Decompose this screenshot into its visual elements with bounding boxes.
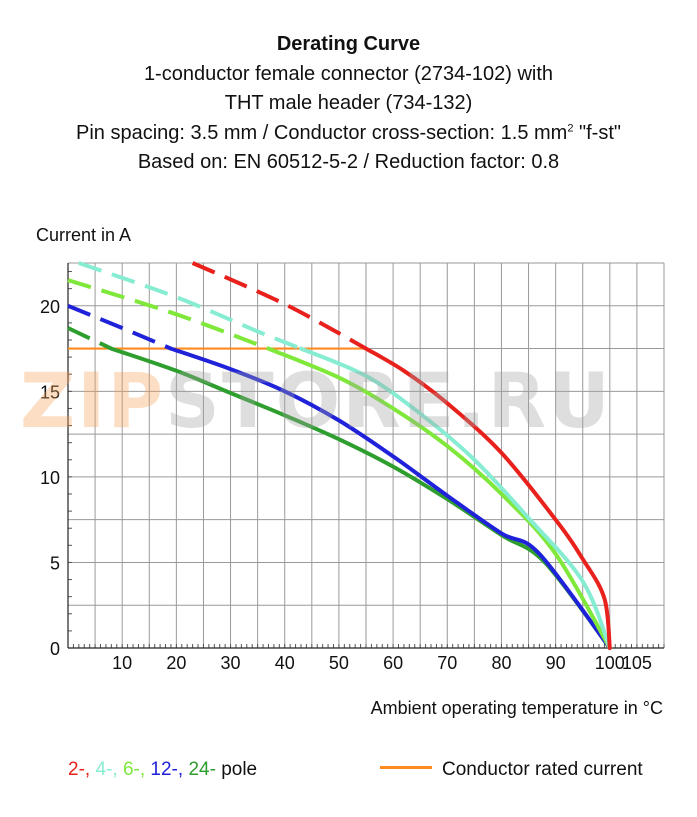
conductor-type-text: "f-st" [573,121,621,144]
chart-title: Derating Curve [276,33,421,55]
squared-superscript: 2 [567,121,574,134]
pole-legend-item: 4- [95,759,113,780]
pole-legend-item: 2- [68,759,85,780]
chart-subtitle-line-3: Pin spacing: 3.5 mm / Conductor cross-se… [0,119,697,149]
pole-legend-separator: , [139,759,151,780]
x-tick-label: 20 [166,653,186,673]
series-12-pole-solid-line [168,346,612,650]
x-tick-label: 70 [437,653,457,673]
chart-subtitle-line-1: 1-conductor female connector (2734-102) … [143,62,554,85]
rated-current-legend-label: Conductor rated current [442,759,643,780]
series-6-pole-solid-line [266,346,612,650]
series-6-pole-dashed-line [67,278,270,351]
series-2-pole-dashed-line [191,261,367,351]
rated-current-swatch [380,766,432,770]
y-tick-label: 10 [40,468,60,488]
x-tick-label: 10 [112,653,132,673]
x-tick-label: 100 [595,653,625,673]
x-tick-label: 50 [329,653,349,673]
rated-current-legend: Conductor rated current [380,759,643,781]
series-4-pole-dashed-line [78,261,302,351]
x-tick-label: 90 [546,653,566,673]
chart-subtitle-line-2: THT male header (734-132) [224,92,473,114]
chart-subtitle-line-4: Based on: EN 60512-5-2 / Reduction facto… [137,151,560,173]
y-tick-label: 20 [40,297,60,317]
x-tick-label: 60 [383,653,403,673]
y-tick-label: 15 [40,382,60,402]
pole-legend-item: 12- [150,759,178,780]
series-4-pole-solid-line [299,346,612,650]
pole-legend-item: 6- [122,759,140,780]
x-tick-label: 105 [622,653,652,673]
x-tick-label: 40 [275,653,295,673]
y-tick-label: 0 [50,639,60,659]
series-24-pole-solid-line [109,346,612,650]
chart-title-block: Derating Curve 1-conductor female connec… [0,30,697,178]
pole-legend: 2-, 4-, 6-, 12-, 24- pole [68,759,257,781]
series-24-pole-dashed-line [67,326,113,351]
pole-legend-separator: , [84,759,96,780]
x-axis-label: Ambient operating temperature in °C [371,698,663,718]
series-2-pole-solid-line [364,346,612,650]
pole-legend-separator: , [177,759,189,780]
pole-legend-suffix: pole [221,759,258,780]
x-tick-label: 80 [491,653,511,673]
pin-spacing-text: Pin spacing: 3.5 mm / Conductor cross-se… [76,121,568,144]
x-tick-label: 30 [221,653,241,673]
y-axis-label: Current in A [36,225,131,245]
pole-legend-separator: , [112,759,123,780]
y-tick-label: 5 [50,553,60,573]
chart-grid [67,262,665,649]
pole-legend-item: 24- [188,759,216,780]
pole-legend-items: 2-, 4-, 6-, 12-, 24- [68,759,221,780]
series-12-pole-dashed-line [67,303,172,351]
chart-series [67,261,612,650]
